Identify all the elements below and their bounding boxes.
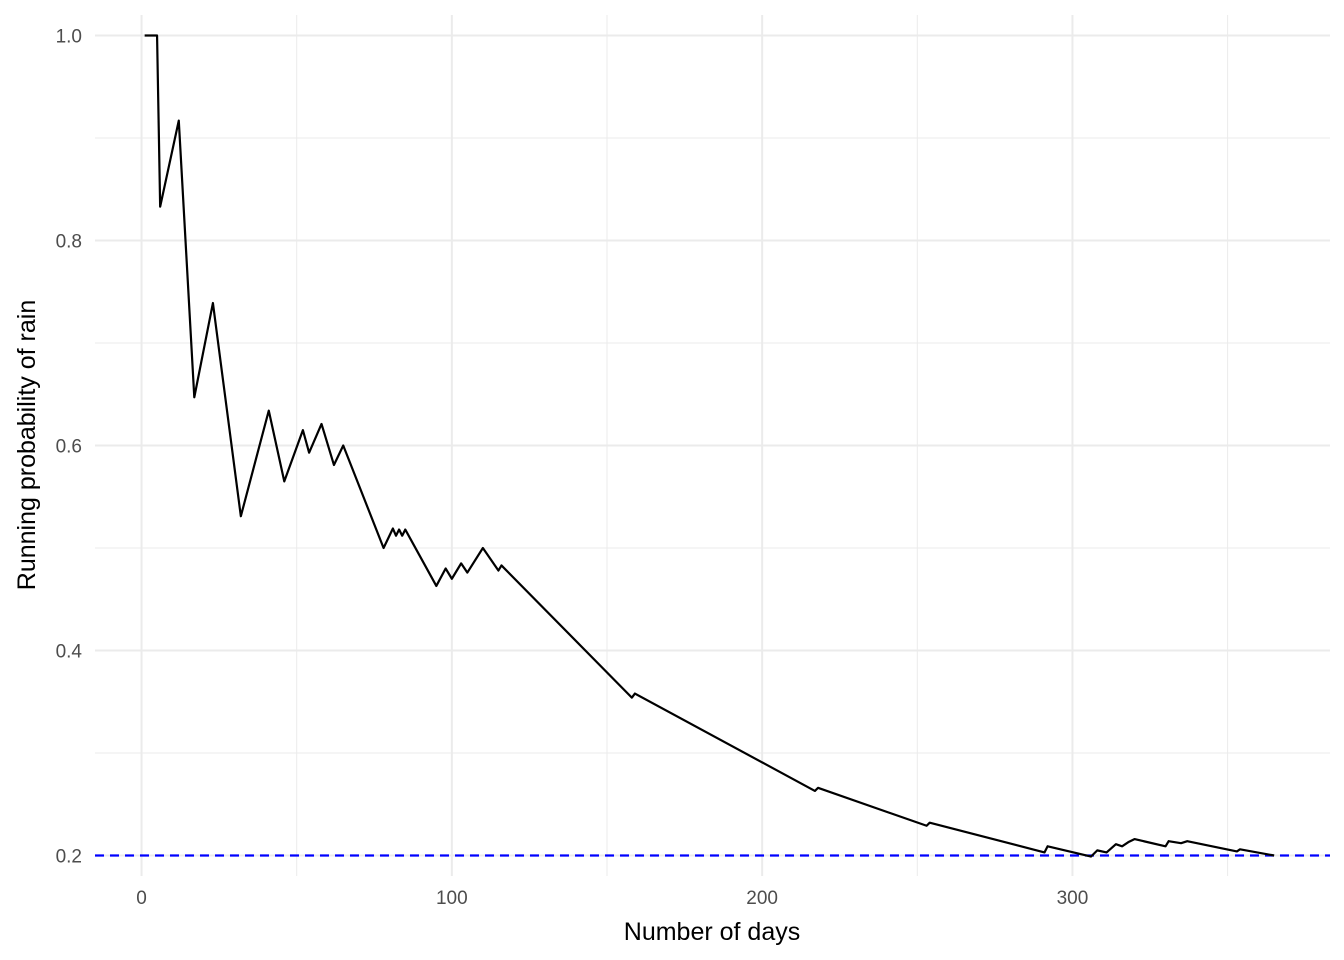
x-tick-label: 200: [746, 888, 778, 909]
y-tick-labels: 0.2 0.4 0.6 0.8 1.0: [56, 27, 83, 868]
y-axis-title: Running probability of rain: [13, 300, 41, 590]
y-tick-label: 1.0: [56, 27, 82, 48]
x-tick-label: 0: [136, 888, 147, 909]
series-line: [144, 34, 1275, 858]
y-tick-label: 0.8: [56, 232, 82, 253]
x-tick-labels: 0 100 200 300: [136, 888, 1088, 909]
y-tick-label: 0.6: [56, 437, 82, 458]
x-tick-label: 100: [436, 888, 468, 909]
series-group: [144, 34, 1275, 858]
y-tick-label: 0.4: [56, 642, 83, 663]
x-axis-title: Number of days: [624, 918, 800, 946]
grid-lines: [95, 15, 1330, 876]
y-tick-label: 0.2: [56, 847, 82, 868]
x-tick-label: 300: [1057, 888, 1089, 909]
